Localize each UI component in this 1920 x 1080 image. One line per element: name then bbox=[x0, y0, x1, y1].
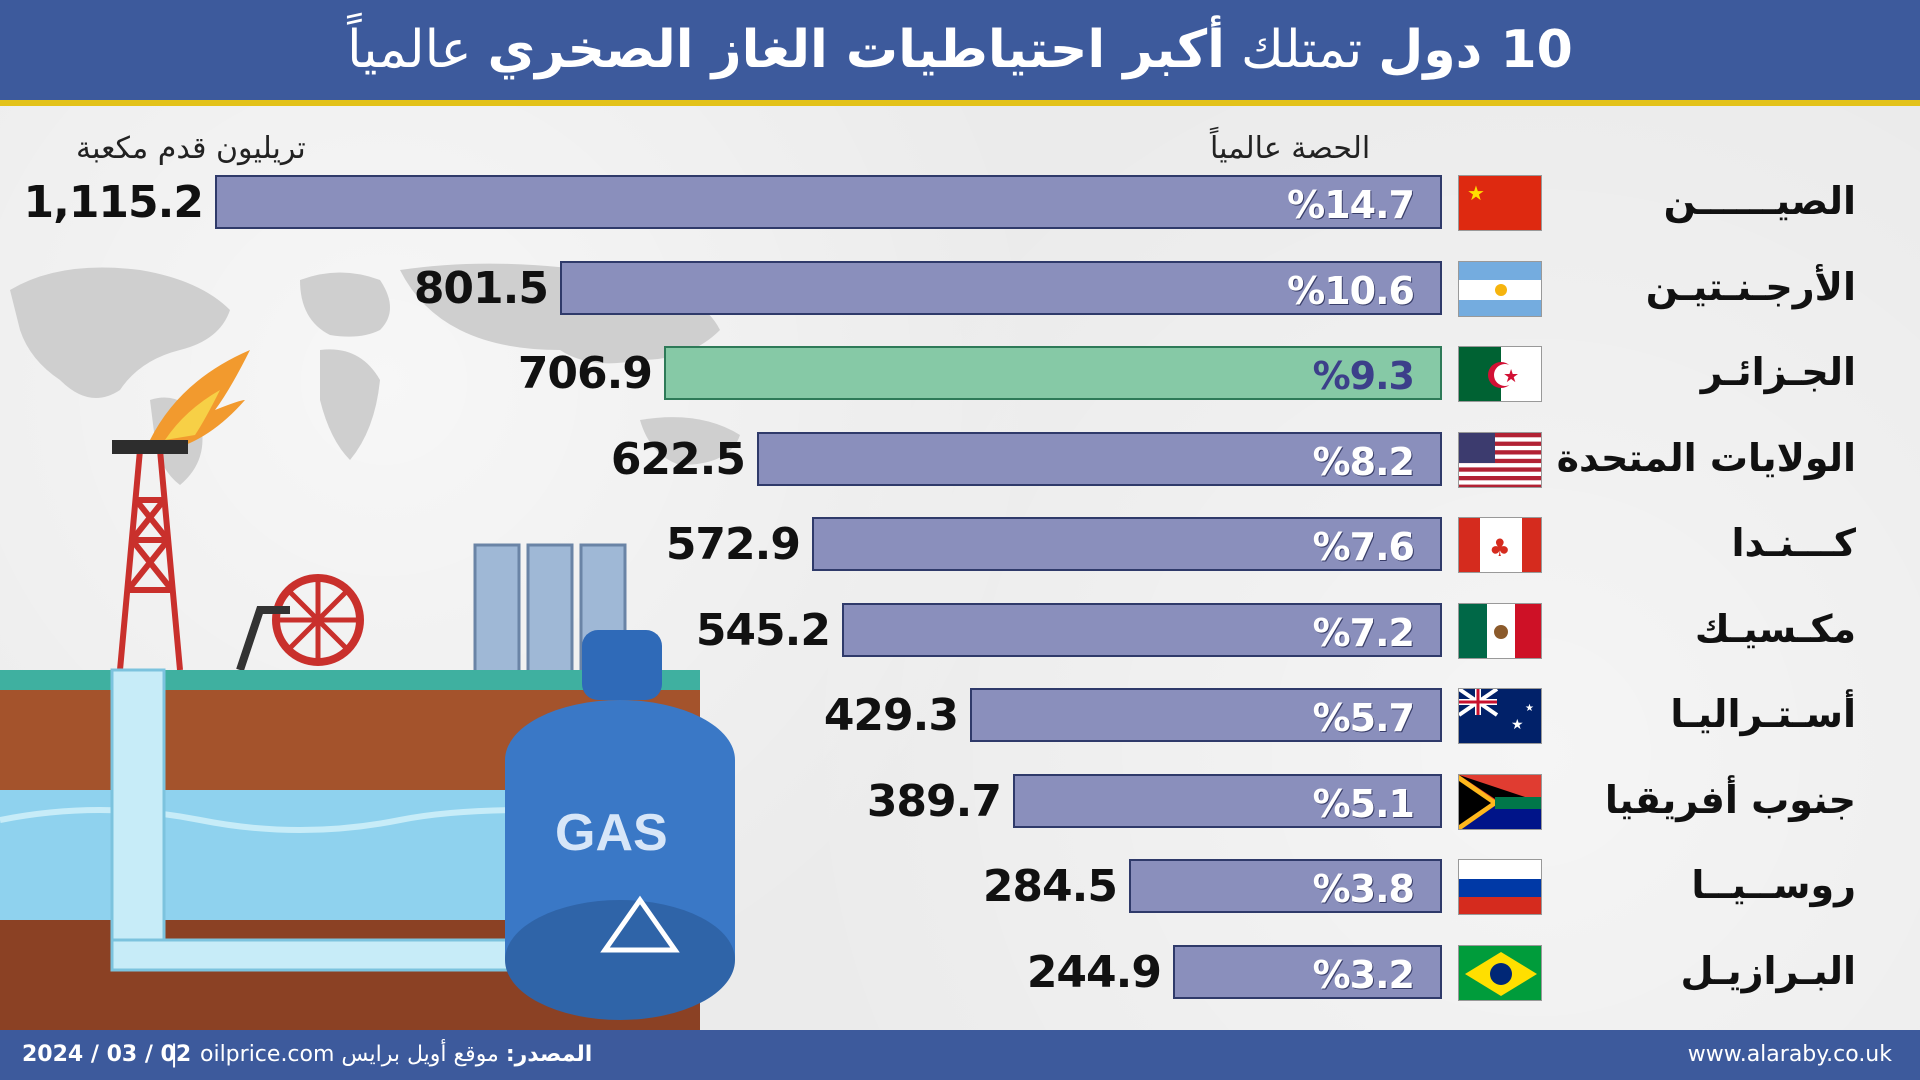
share-label: %14.7 bbox=[1287, 183, 1415, 227]
value-label: 801.5 bbox=[413, 262, 549, 314]
title-part-1: 10 دول bbox=[1378, 20, 1573, 80]
share-label: %5.1 bbox=[1312, 781, 1415, 826]
bar: %5.7 bbox=[970, 688, 1442, 742]
page-title: 10 دولتمتلكأكبر احتياطيات الغاز الصخريعا… bbox=[347, 20, 1573, 80]
flag-mexico-icon bbox=[1458, 602, 1542, 659]
footer-divider: | bbox=[170, 1040, 179, 1068]
chart-row: %5.7 429.3 ★ ★ أسـتـراليـا bbox=[0, 688, 1920, 748]
share-label: %3.2 bbox=[1312, 952, 1415, 997]
source-text: موقع أويل برايس oilprice.com bbox=[200, 1042, 499, 1067]
category-label: الجـزائـر bbox=[1700, 350, 1856, 394]
share-column-header: الحصة عالمياً bbox=[1210, 131, 1371, 166]
value-label: 1,115.2 bbox=[23, 177, 204, 228]
category-label: مكـسيـك bbox=[1694, 606, 1856, 651]
value-label: 572.9 bbox=[665, 519, 801, 570]
category-label: روســيــا bbox=[1691, 863, 1856, 907]
bar: %14.7 bbox=[215, 175, 1442, 229]
chart-row: %7.2 545.2 مكـسيـك bbox=[0, 602, 1920, 663]
chart-row: %8.2 622.5 الولايات المتحدة bbox=[0, 431, 1920, 492]
bar: %9.3 bbox=[664, 346, 1442, 400]
unit-label: تريليون قدم مكعبة bbox=[76, 131, 306, 166]
publish-date: 2024 / 03 / 02 bbox=[22, 1042, 192, 1067]
share-label: %3.8 bbox=[1312, 867, 1415, 911]
bar: %7.6 bbox=[812, 517, 1442, 571]
value-label: 244.9 bbox=[1026, 946, 1162, 998]
flag-canada-icon: ♣ bbox=[1458, 517, 1542, 573]
pump-jack-icon bbox=[236, 574, 364, 672]
category-label: كـــنـدا bbox=[1731, 521, 1856, 565]
title-part-3: أكبر احتياطيات الغاز الصخري bbox=[487, 20, 1225, 80]
flag-south-africa-icon bbox=[1458, 773, 1542, 830]
value-label: 622.5 bbox=[610, 433, 746, 485]
title-part-2: تمتلك bbox=[1240, 20, 1363, 80]
bar: %7.2 bbox=[842, 602, 1442, 657]
bar: %3.2 bbox=[1173, 944, 1442, 999]
svg-text:★: ★ bbox=[1511, 717, 1524, 733]
footer: 2024 / 03 / 02 | المصدر: موقع أويل برايس… bbox=[0, 1030, 1920, 1080]
svg-text:★: ★ bbox=[1525, 703, 1534, 714]
value-label: 429.3 bbox=[823, 690, 959, 741]
svg-text:★: ★ bbox=[1503, 366, 1519, 387]
chart-row: %3.2 244.9 البـرازيـل bbox=[0, 944, 1920, 1005]
source-credit: المصدر: موقع أويل برايس oilprice.com bbox=[200, 1042, 592, 1067]
gas-extraction-illustration: GAS bbox=[0, 350, 735, 1030]
value-label: 706.9 bbox=[517, 348, 653, 399]
chart-row: %3.8 284.5 روســيــا bbox=[0, 859, 1920, 919]
header-banner: 10 دولتمتلكأكبر احتياطيات الغاز الصخريعا… bbox=[0, 0, 1920, 106]
chart-row: %7.6 572.9 ♣ كـــنـدا bbox=[0, 517, 1920, 577]
share-label: %10.6 bbox=[1287, 268, 1415, 313]
share-label: %8.2 bbox=[1312, 439, 1415, 484]
flag-brazil-icon bbox=[1458, 944, 1542, 1001]
flag-argentina-icon bbox=[1458, 260, 1542, 317]
flame-icon bbox=[150, 350, 250, 450]
gas-cylinder-icon: GAS bbox=[505, 630, 735, 1020]
category-label: جنوب أفريقيا bbox=[1604, 777, 1856, 822]
bar: %10.6 bbox=[560, 260, 1442, 315]
chart-row: %10.6 801.5 الأرجـنـتيـن bbox=[0, 260, 1920, 321]
value-label: 545.2 bbox=[695, 604, 831, 656]
share-label: %7.6 bbox=[1312, 525, 1415, 569]
title-part-4: عالمياً bbox=[347, 20, 472, 80]
chart-row: %9.3 706.9 ★ الجـزائـر bbox=[0, 346, 1920, 406]
bar: %3.8 bbox=[1129, 859, 1442, 913]
category-label: الأرجـنـتيـن bbox=[1645, 264, 1856, 309]
chart-row: %5.1 389.7 جنوب أفريقيا bbox=[0, 773, 1920, 834]
share-label: %9.3 bbox=[1312, 354, 1415, 398]
share-label: %7.2 bbox=[1312, 610, 1415, 655]
flag-australia-icon: ★ ★ bbox=[1458, 688, 1542, 744]
value-label: 284.5 bbox=[982, 861, 1118, 912]
category-label: الصيــــــن bbox=[1663, 179, 1856, 223]
flag-china-icon: ★ bbox=[1458, 175, 1542, 231]
source-label: المصدر: bbox=[505, 1042, 593, 1067]
value-label: 389.7 bbox=[866, 775, 1002, 827]
pipe-icon bbox=[110, 668, 166, 972]
flag-russia-icon bbox=[1458, 859, 1542, 915]
svg-text:♣: ♣ bbox=[1489, 534, 1511, 562]
site-url: www.alaraby.co.uk bbox=[1687, 1042, 1892, 1067]
flag-algeria-icon: ★ bbox=[1458, 346, 1542, 402]
category-label: أسـتـراليـا bbox=[1670, 692, 1856, 736]
category-label: البـرازيـل bbox=[1680, 948, 1856, 993]
share-label: %5.7 bbox=[1312, 696, 1415, 740]
category-label: الولايات المتحدة bbox=[1556, 435, 1856, 480]
bar: %5.1 bbox=[1013, 773, 1442, 828]
tank-label: GAS bbox=[555, 804, 668, 862]
flag-usa-icon bbox=[1458, 431, 1542, 488]
bar: %8.2 bbox=[757, 431, 1442, 486]
svg-text:★: ★ bbox=[1467, 181, 1485, 205]
chart-row: %14.7 1,115.2 ★ الصيــــــن bbox=[0, 175, 1920, 235]
